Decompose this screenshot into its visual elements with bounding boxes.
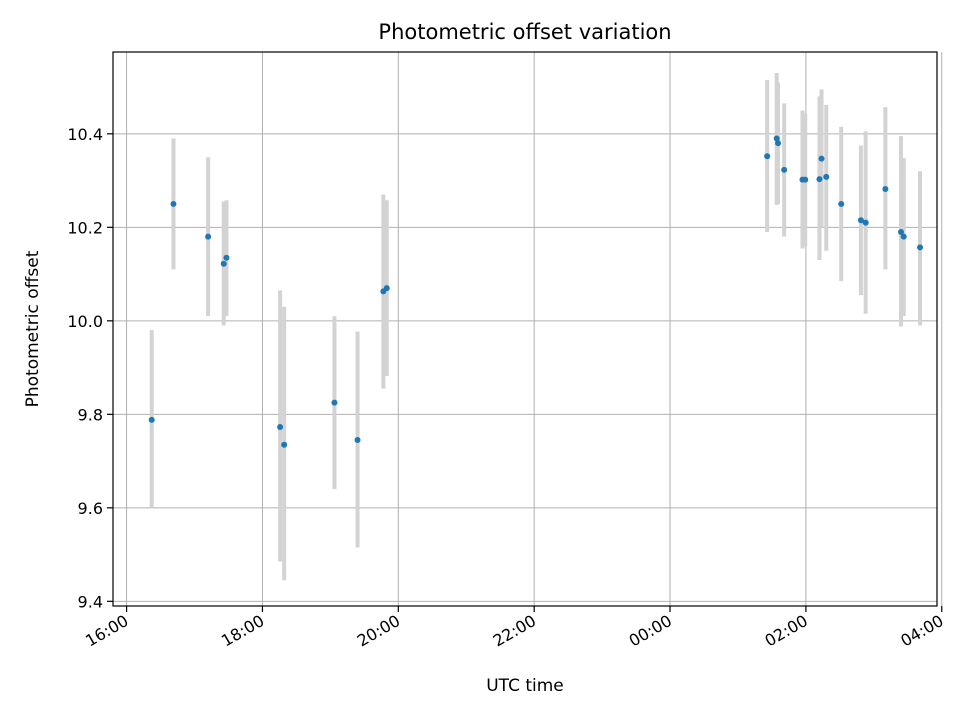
data-point [277,423,284,430]
y-tick-label: 10.2 [67,218,103,237]
y-axis-label: Photometric offset [23,250,43,407]
y-tick-label: 9.6 [78,499,103,518]
y-tick-label: 9.4 [78,592,103,611]
y-tick-label: 10.0 [67,312,103,331]
data-point [220,260,227,267]
data-point [773,135,780,142]
data-point [331,399,338,406]
data-point [170,200,177,207]
data-point [148,416,155,423]
data-point [281,441,288,448]
data-point [857,217,864,224]
data-point [818,155,825,162]
data-point [354,437,361,444]
data-point [383,285,390,292]
data-point [775,140,782,147]
data-point [781,166,788,173]
data-point [882,185,889,192]
data-point [917,244,924,251]
data-point [802,176,809,183]
data-point [223,254,230,261]
data-point [764,153,771,160]
data-point [862,219,869,226]
y-tick-label: 9.8 [78,405,103,424]
y-axis-ticks: 9.4 9.6 9.8 10.0 10.2 10.4 [67,125,113,611]
data-point [823,173,830,180]
axes-frame [112,51,938,607]
y-tick-label: 10.4 [67,125,103,144]
x-axis-label: UTC time [486,676,564,696]
chart-title: Photometric offset variation [378,20,671,44]
data-point [816,176,823,183]
data-point [205,233,212,240]
data-point [838,200,845,207]
data-point [900,233,907,240]
data-points [148,135,924,448]
data-point [897,228,904,235]
